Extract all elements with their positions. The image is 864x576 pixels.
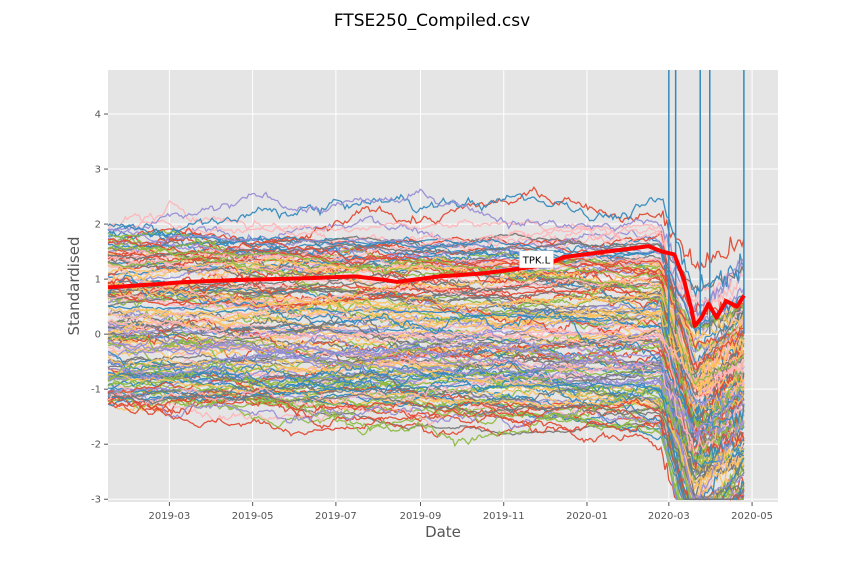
y-tick-label: 0 — [95, 330, 101, 341]
series-line — [107, 230, 745, 301]
y-ticks: -3 -2 -1 0 1 2 3 4 — [91, 110, 108, 506]
x-tick-label: 2019-09 — [400, 511, 442, 522]
series-line — [107, 370, 745, 501]
series-line — [107, 229, 745, 353]
series-line — [107, 389, 744, 500]
series-line — [107, 188, 745, 315]
chart-title: FTSE250_Compiled.csv — [334, 11, 530, 31]
series-line — [107, 255, 745, 329]
x-ticks: 2019-03 2019-05 2019-07 2019-09 2019-11 2020-… — [149, 502, 773, 522]
x-tick-label: 2020-01 — [566, 511, 608, 522]
series-line — [107, 256, 745, 354]
series-line — [107, 329, 745, 437]
y-tick-label: 1 — [95, 275, 101, 286]
y-tick-label: 3 — [95, 165, 101, 176]
series-line — [107, 273, 745, 470]
series-line — [107, 362, 745, 455]
y-tick-label: -1 — [91, 385, 101, 396]
series-line — [107, 218, 745, 395]
series-line — [107, 272, 745, 392]
highlight-label: TPK.L — [522, 255, 551, 266]
x-tick-label: 2019-07 — [315, 511, 357, 522]
y-axis-label: Standardised — [65, 237, 83, 336]
y-tick-label: -3 — [91, 495, 101, 506]
series-line — [107, 305, 745, 391]
series-line — [107, 294, 745, 391]
series-line — [107, 245, 745, 387]
x-tick-label: 2019-03 — [149, 511, 191, 522]
x-tick-label: 2020-05 — [731, 511, 773, 522]
x-axis-label: Date — [425, 523, 461, 541]
series-line — [107, 391, 745, 500]
series-line — [107, 261, 745, 381]
series-line — [107, 274, 745, 430]
series-line — [107, 376, 745, 451]
series-line — [108, 236, 745, 431]
series-line — [107, 312, 745, 478]
x-tick-label: 2020-03 — [648, 511, 690, 522]
y-tick-label: -2 — [91, 440, 101, 451]
series-line — [107, 233, 745, 366]
highlight-line — [107, 244, 746, 328]
series-line — [107, 200, 745, 322]
series-line — [107, 318, 745, 390]
y-tick-label: 4 — [95, 110, 101, 121]
series-layer — [107, 186, 745, 502]
series-line — [107, 373, 745, 488]
series-line — [107, 360, 745, 465]
x-tick-label: 2019-11 — [483, 511, 525, 522]
x-tick-label: 2019-05 — [232, 511, 274, 522]
series-line — [107, 321, 745, 502]
series-line — [107, 340, 745, 500]
series-line — [107, 360, 745, 466]
series-line — [107, 374, 745, 476]
annotation-box — [519, 250, 554, 269]
highlight-layer: TPK.L — [107, 244, 746, 328]
series-line — [107, 281, 745, 339]
series-line — [107, 304, 745, 460]
y-tick-label: 2 — [95, 220, 101, 231]
series-line — [107, 315, 745, 382]
series-line — [107, 339, 745, 443]
spike-layer — [668, 70, 745, 335]
series-line — [108, 293, 745, 376]
series-line — [107, 193, 745, 299]
series-line — [108, 398, 745, 455]
